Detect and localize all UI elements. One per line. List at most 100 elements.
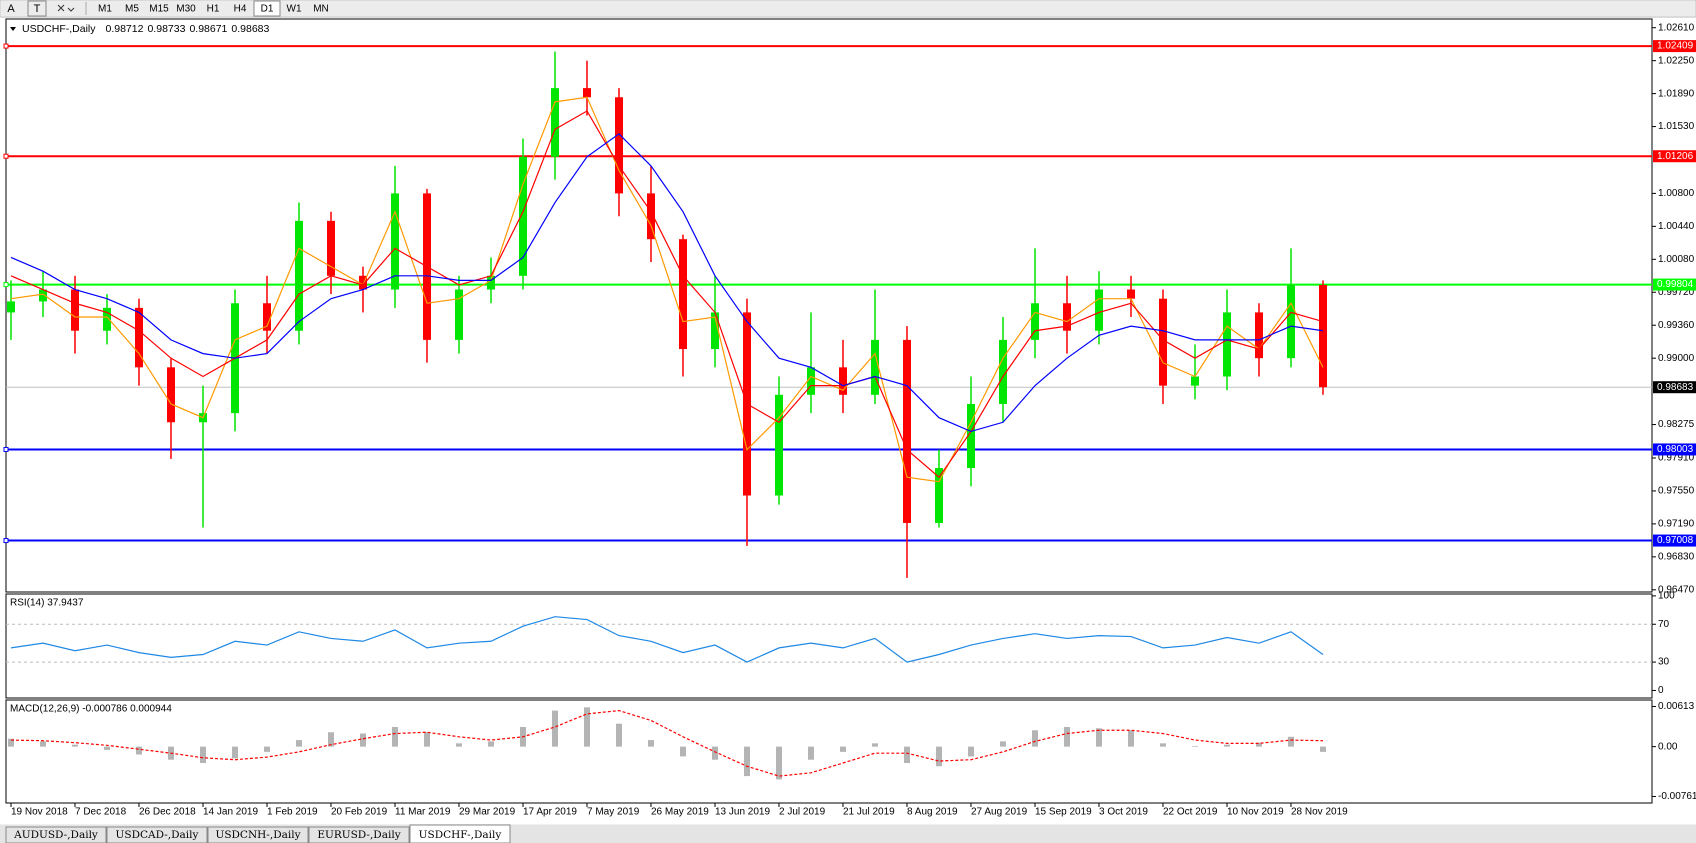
- candle-body: [1223, 312, 1231, 377]
- ohlc-value: 0.98712: [106, 23, 144, 35]
- y-tick-label: 0.96830: [1658, 551, 1695, 562]
- level-handle[interactable]: [3, 538, 9, 544]
- macd-bar: [1320, 746, 1326, 752]
- timeframe-label[interactable]: W1: [287, 4, 302, 15]
- candle-body: [679, 239, 687, 350]
- x-tick-label: 7 May 2019: [587, 807, 640, 818]
- macd-bar: [1064, 726, 1070, 747]
- x-tick-label: 26 Dec 2018: [139, 807, 196, 818]
- macd-bar: [936, 746, 942, 767]
- macd-bar: [232, 746, 238, 759]
- tab-label[interactable]: EURUSD-,Daily: [317, 829, 400, 841]
- level-label: 1.01206: [1657, 151, 1694, 162]
- macd-bar: [1160, 743, 1166, 747]
- y-tick-label: 0.97910: [1658, 453, 1695, 464]
- x-tick-label: 29 Mar 2019: [459, 807, 516, 818]
- y-tick-label: 0.00: [1658, 741, 1678, 752]
- tab[interactable]: [308, 826, 410, 843]
- y-tick-label: 1.02610: [1658, 22, 1695, 33]
- macd-bar: [8, 738, 14, 747]
- macd-bar: [1256, 742, 1262, 747]
- tool-label[interactable]: A: [7, 3, 15, 15]
- timeframe-label[interactable]: M5: [125, 4, 139, 15]
- level-label-box: [1653, 534, 1696, 547]
- candle-body: [1063, 303, 1071, 331]
- timeframe-label[interactable]: H4: [234, 4, 247, 15]
- macd-bar: [200, 746, 206, 763]
- candle-body: [167, 367, 175, 423]
- ohlc-value: 0.98683: [231, 23, 269, 35]
- level-label-box: [1653, 40, 1696, 53]
- level-handle[interactable]: [3, 282, 9, 288]
- chart-header: USDCHF-,Daily 0.98712 0.98733 0.98671 0.9868…: [22, 23, 270, 35]
- candle-body: [1191, 376, 1199, 386]
- tab-label[interactable]: AUDUSD-,Daily: [13, 829, 98, 841]
- macd-bar: [904, 746, 910, 763]
- macd-bar: [488, 741, 494, 747]
- macd-bar: [712, 746, 718, 760]
- y-tick-label: 0.98275: [1658, 419, 1695, 430]
- candle-body: [1159, 298, 1167, 386]
- x-tick-label: 13 Jun 2019: [715, 807, 770, 818]
- candle-body: [327, 220, 335, 276]
- tab-label[interactable]: USDCHF-,Daily: [419, 829, 502, 841]
- timeframe-label[interactable]: M1: [98, 4, 112, 15]
- timeframe-label[interactable]: H1: [207, 4, 220, 15]
- macd-bar: [1288, 736, 1294, 747]
- macd-bar: [1032, 730, 1038, 747]
- timeframe-label[interactable]: MN: [313, 4, 329, 15]
- timeframe-label[interactable]: M30: [176, 4, 196, 15]
- x-tick-label: 7 Dec 2018: [75, 807, 127, 818]
- candle-body: [519, 156, 527, 276]
- macd-bar: [584, 707, 590, 747]
- candle-body: [1095, 289, 1103, 331]
- candle-body: [359, 275, 367, 290]
- candle-body: [839, 367, 847, 395]
- macd-bar: [808, 746, 814, 760]
- y-tick-label: 0.99360: [1658, 320, 1695, 331]
- candle-body: [295, 220, 303, 331]
- x-tick-label: 21 Jul 2019: [843, 807, 895, 818]
- candle-body: [615, 97, 623, 194]
- level-label: 0.98003: [1657, 444, 1694, 455]
- timeframe-label[interactable]: M15: [149, 4, 169, 15]
- tool-label[interactable]: T: [34, 3, 41, 15]
- moving-average: [10, 133, 1324, 433]
- macd-bar: [456, 743, 462, 747]
- macd-bar: [1224, 744, 1230, 747]
- candle-body: [967, 403, 975, 469]
- tab[interactable]: [5, 826, 107, 843]
- tab-label[interactable]: USDCNH-,Daily: [215, 829, 300, 841]
- level-handle[interactable]: [3, 446, 9, 452]
- y-tick-label: 1.00800: [1658, 188, 1695, 199]
- candle-body: [71, 289, 79, 331]
- macd-bar: [264, 746, 270, 752]
- level-handle[interactable]: [3, 43, 9, 49]
- tab-label[interactable]: USDCAD-,Daily: [116, 829, 199, 841]
- timeframe-label[interactable]: D1: [261, 4, 274, 15]
- x-tick-label: 19 Nov 2018: [11, 807, 68, 818]
- ohlc-value: 0.98733: [147, 23, 185, 35]
- macd-bar: [1128, 730, 1134, 747]
- y-tick-label: 1.01890: [1658, 88, 1695, 99]
- level-label-box: [1653, 150, 1696, 163]
- macd-bar: [872, 743, 878, 747]
- tool-button[interactable]: [27, 0, 47, 17]
- tab[interactable]: [106, 826, 208, 843]
- level-handle[interactable]: [3, 153, 9, 159]
- x-tick-label: 8 Aug 2019: [907, 807, 958, 818]
- candle-body: [1255, 312, 1263, 359]
- candle-body: [935, 468, 943, 523]
- x-tick-label: 22 Oct 2019: [1163, 807, 1218, 818]
- tab[interactable]: [207, 826, 309, 843]
- tab[interactable]: [409, 824, 511, 843]
- moving-average: [10, 96, 1324, 483]
- x-tick-label: 26 May 2019: [651, 807, 709, 818]
- x-tick-label: 3 Oct 2019: [1099, 807, 1148, 818]
- candle-body: [1287, 284, 1295, 359]
- macd-bar: [648, 740, 654, 747]
- timeframe-button[interactable]: [253, 0, 281, 17]
- y-tick-label: 100: [1658, 591, 1675, 602]
- macd-bar: [328, 732, 334, 747]
- macd-bar: [424, 732, 430, 747]
